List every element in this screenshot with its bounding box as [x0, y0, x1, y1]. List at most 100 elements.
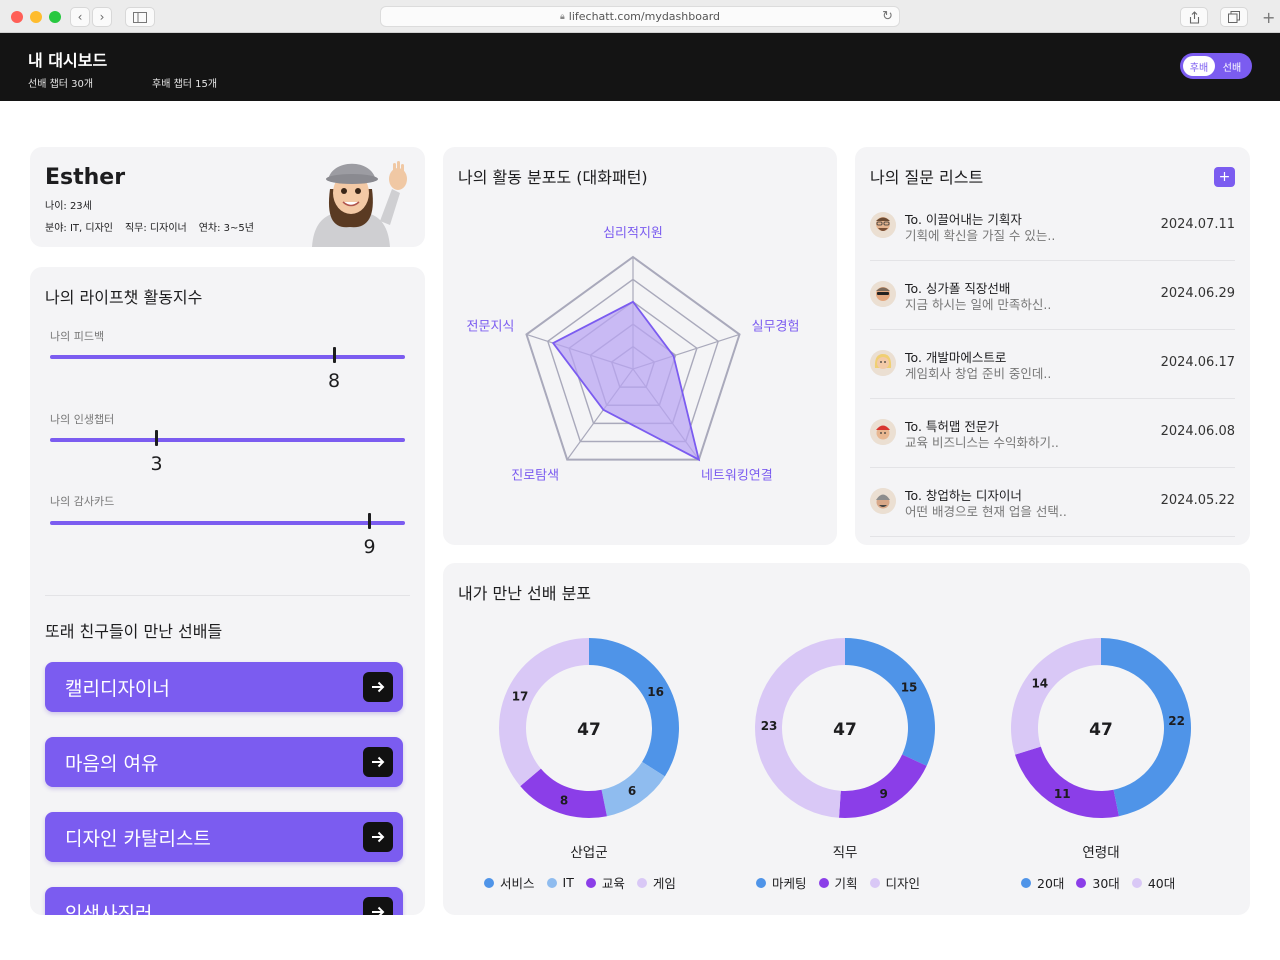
friend-senior-button[interactable]: 인생사진러 [45, 887, 403, 915]
legend-swatch [1021, 877, 1031, 888]
close-window-button[interactable] [11, 11, 23, 23]
activity-title: 나의 라이프챗 활동지수 [45, 288, 203, 307]
donut-slice-label: 15 [901, 681, 918, 695]
donut-slice [589, 638, 679, 777]
radar-axis-label: 실무경험 [752, 319, 800, 334]
avatar-memoji-icon [312, 161, 407, 247]
avatar-blonde-woman-icon [870, 350, 896, 376]
question-item[interactable]: To. 이끌어내는 기획자 기획에 확신을 가질 수 있는.. 2024.07.… [870, 192, 1235, 261]
legend-swatch [585, 877, 596, 888]
slider-label-feedback: 나의 피드백 [50, 330, 105, 343]
add-question-button[interactable]: + [1214, 167, 1235, 187]
question-date: 2024.06.29 [1160, 286, 1235, 301]
avatar-beanie-icon [870, 488, 896, 514]
legend-item: 디자인 [869, 873, 921, 892]
question-item[interactable]: To. 싱가폴 직장선배 지금 하시는 일에 만족하신.. 2024.06.29 [870, 261, 1235, 330]
legend-label: 서비스 [500, 876, 535, 891]
donut-slice-label: 11 [1054, 787, 1071, 801]
slider-value-thank-card: 9 [363, 536, 376, 558]
slider-track-feedback [50, 355, 405, 359]
donut-center-total: 47 [1089, 720, 1113, 740]
friend-senior-label: 캘리디자이너 [65, 678, 170, 700]
minimize-window-button[interactable] [30, 11, 42, 23]
question-preview: 지금 하시는 일에 만족하신.. [905, 297, 1052, 312]
distribution-card: 내가 만난 선배 분포 16 6 8 17 47 산업군 15 9 23 47 직무 22 11 14 47… [443, 563, 1250, 915]
friend-senior-button[interactable]: 디자인 카탈리스트 [45, 812, 403, 862]
question-recipient: To. 특허맵 전문가 [905, 419, 999, 434]
question-item[interactable]: To. 개발마에스트로 게임회사 창업 준비 중인데.. 2024.06.17 [870, 330, 1235, 399]
role-toggle[interactable]: 후배 선배 [1180, 53, 1252, 79]
toggle-option-junior[interactable]: 후배 [1183, 56, 1215, 76]
donut-chart-title: 직무 [833, 845, 858, 861]
donut-slice [520, 768, 607, 818]
question-preview: 교육 비즈니스는 수익화하기.. [905, 435, 1059, 450]
donut-slice-label: 9 [880, 787, 888, 801]
donut-slice [1101, 638, 1191, 817]
donut-slice-label: 22 [1168, 714, 1185, 728]
question-recipient: To. 개발마에스트로 [905, 350, 1007, 365]
share-icon[interactable] [1180, 7, 1208, 27]
browser-toolbar: ‹ › 🔒︎ lifechatt.com/mydashboard ↻ + [0, 0, 1280, 33]
radar-axis-label: 전문지식 [467, 319, 515, 334]
chart-legend-age: 20대 30대 40대 [1021, 873, 1175, 892]
friends-title: 또래 친구들이 만난 선배들 [45, 622, 223, 641]
address-bar[interactable]: 🔒︎ lifechatt.com/mydashboard ↻ [380, 6, 900, 27]
arrow-right-icon [363, 897, 393, 915]
slider-marker-life-chapter [155, 430, 158, 446]
question-item[interactable]: To. 특허맵 전문가 교육 비즈니스는 수익화하기.. 2024.06.08 [870, 399, 1235, 468]
radar-axis-label: 심리적지원 [603, 226, 663, 241]
reload-icon[interactable]: ↻ [882, 9, 893, 24]
question-date: 2024.05.22 [1160, 493, 1235, 508]
radar-card: 나의 활동 분포도 (대화패턴) 심리적지원 실무경험 네트워킹연결 진로탐색 전문지식 [443, 147, 837, 545]
profile-card: Esther 나이: 23세 분야: IT, 디자인 직무: 디자이너 연차: … [30, 147, 425, 247]
toggle-option-senior[interactable]: 선배 [1222, 62, 1242, 74]
legend-label: 기획 [834, 876, 858, 891]
donut-slice [1015, 746, 1119, 818]
donut-center-total: 47 [577, 720, 601, 740]
question-date: 2024.07.11 [1160, 217, 1235, 232]
avatar-sunglasses-icon [870, 281, 896, 307]
sidebar-toggle-icon[interactable] [125, 7, 155, 27]
donut-slice-label: 16 [647, 685, 664, 699]
lock-icon: 🔒︎ [559, 11, 565, 22]
legend-label: 30대 [1092, 876, 1120, 891]
question-item[interactable]: To. 창업하는 디자이너 어떤 배경으로 현재 업을 선택.. 2024.05… [870, 468, 1235, 537]
donut-center-total: 47 [833, 720, 857, 740]
profile-job: 직무: 디자이너 [124, 223, 187, 234]
legend-item: 마케팅 [756, 873, 807, 892]
friend-senior-button[interactable]: 캘리디자이너 [45, 662, 403, 712]
radar-grid-ring [546, 278, 720, 443]
legend-label: 디자인 [885, 876, 921, 891]
legend-swatch [636, 877, 647, 888]
friend-senior-button[interactable]: 마음의 여유 [45, 737, 403, 787]
donut-slice [499, 638, 589, 787]
profile-name: Esther [45, 165, 126, 190]
page-title: 내 대시보드 [28, 51, 108, 70]
question-date: 2024.06.08 [1160, 424, 1235, 439]
questions-title: 나의 질문 리스트 [870, 168, 984, 187]
zoom-window-button[interactable] [49, 11, 61, 23]
new-tab-icon[interactable]: + [1262, 8, 1276, 27]
question-recipient: To. 이끌어내는 기획자 [905, 212, 1022, 227]
arrow-right-icon [363, 822, 393, 852]
question-recipient: To. 싱가폴 직장선배 [905, 281, 1011, 296]
forward-button[interactable]: › [92, 7, 112, 27]
legend-label: IT [562, 875, 574, 890]
donut-chart-title: 연령대 [1082, 845, 1119, 861]
section-divider [45, 595, 410, 596]
legend-item: 서비스 [484, 873, 535, 892]
donut-chart-title: 산업군 [570, 845, 607, 861]
arrow-right-icon [363, 747, 393, 777]
back-button[interactable]: ‹ [70, 7, 90, 27]
donut-slice [1010, 638, 1101, 755]
slider-marker-thank-card [368, 513, 371, 529]
question-preview: 어떤 배경으로 현재 업을 선택.. [905, 504, 1067, 519]
donut-slice-label: 23 [761, 719, 778, 733]
avatar-red-cap-icon [870, 419, 896, 445]
tabs-overview-icon[interactable] [1220, 7, 1248, 27]
legend-item: 교육 [585, 873, 625, 892]
legend-swatch [818, 877, 829, 888]
donut-slice-label: 14 [1031, 676, 1048, 690]
junior-chapter-count: 후배 챕터 15개 [152, 79, 218, 90]
questions-card: 나의 질문 리스트 + To. 이끌어내는 기획자 기획에 확신을 가질 수 있… [855, 147, 1250, 545]
